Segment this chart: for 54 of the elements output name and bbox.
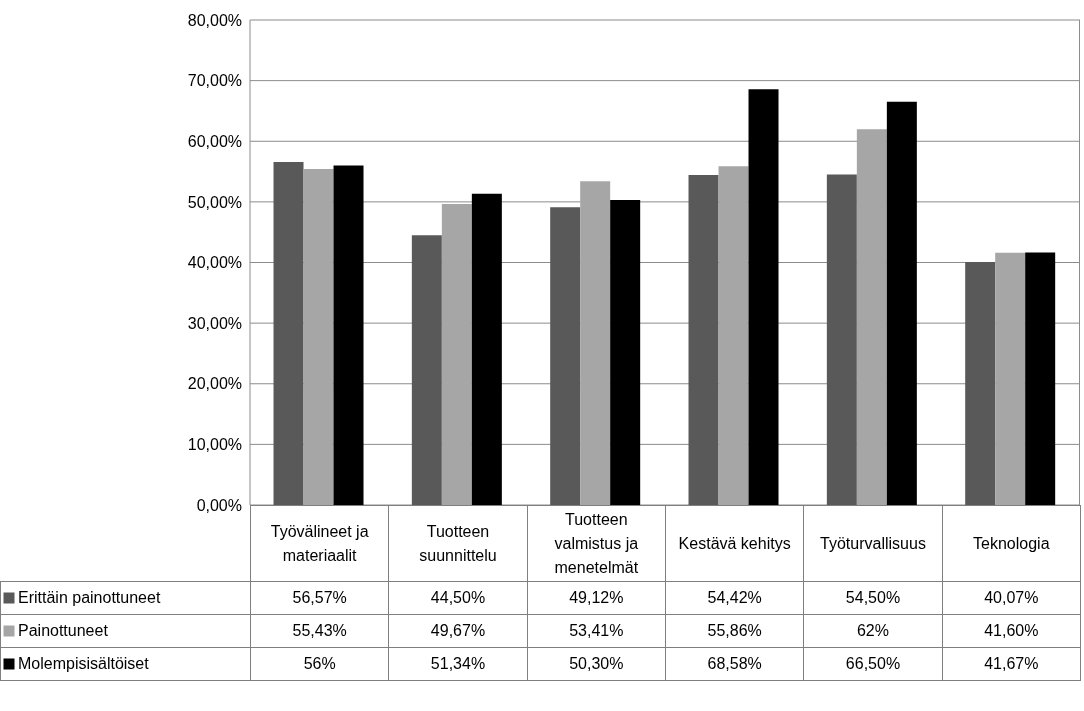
y-tick-label: 0,00% (196, 496, 242, 514)
bar (333, 165, 364, 505)
data-label: 62% (803, 614, 943, 648)
y-tick-label: 30,00% (187, 314, 242, 332)
y-tick-label: 40,00% (187, 254, 242, 272)
bar (886, 101, 917, 505)
bar (965, 262, 996, 505)
bar (303, 168, 334, 505)
bar (826, 174, 857, 505)
x-tick-label: Kestävä kehitys (665, 505, 804, 582)
data-label: 68,58% (665, 647, 804, 681)
bar (718, 166, 749, 505)
bar (580, 181, 611, 505)
data-label: 41,67% (942, 647, 1081, 681)
x-tick-label: Tuotteen valmistus ja menetelmät (527, 505, 666, 582)
data-label: 54,42% (665, 581, 804, 615)
bar (748, 89, 779, 505)
bar (1025, 252, 1056, 505)
bar (441, 203, 472, 505)
bar (688, 175, 719, 505)
data-label: 55,86% (665, 614, 804, 648)
data-label: 49,12% (527, 581, 666, 615)
legend-label: Erittäin painottuneet (18, 589, 161, 607)
x-tick-label: Tuotteen suunnittelu (388, 505, 528, 582)
y-tick-label: 20,00% (187, 375, 242, 393)
bar (995, 252, 1026, 505)
legend-label: Painottuneet (18, 622, 108, 640)
x-tick-label: Työvälineet ja materiaalit (250, 505, 389, 582)
y-tick-label: 70,00% (187, 72, 242, 90)
y-tick-label: 60,00% (187, 132, 242, 150)
bar (411, 235, 442, 505)
data-label: 56% (250, 647, 389, 681)
y-tick-label: 50,00% (187, 193, 242, 211)
data-label: 44,50% (388, 581, 528, 615)
data-label: 55,43% (250, 614, 389, 648)
legend-label: Molempisisältöiset (18, 655, 149, 673)
data-label: 54,50% (803, 581, 943, 615)
data-label: 51,34% (388, 647, 528, 681)
data-label: 50,30% (527, 647, 666, 681)
bar (856, 129, 887, 505)
data-label: 66,50% (803, 647, 943, 681)
data-label: 49,67% (388, 614, 528, 648)
x-tick-label: Teknologia (942, 505, 1081, 582)
bar (550, 207, 581, 505)
bar (610, 200, 641, 505)
bar (471, 193, 502, 505)
y-tick-label: 10,00% (187, 436, 242, 454)
data-label: 40,07% (942, 581, 1081, 615)
y-tick-label: 80,00% (187, 11, 242, 29)
data-label: 53,41% (527, 614, 666, 648)
data-label: 56,57% (250, 581, 389, 615)
data-label: 41,60% (942, 614, 1081, 648)
bar (273, 162, 304, 505)
x-tick-label: Työturvallisuus (803, 505, 943, 582)
